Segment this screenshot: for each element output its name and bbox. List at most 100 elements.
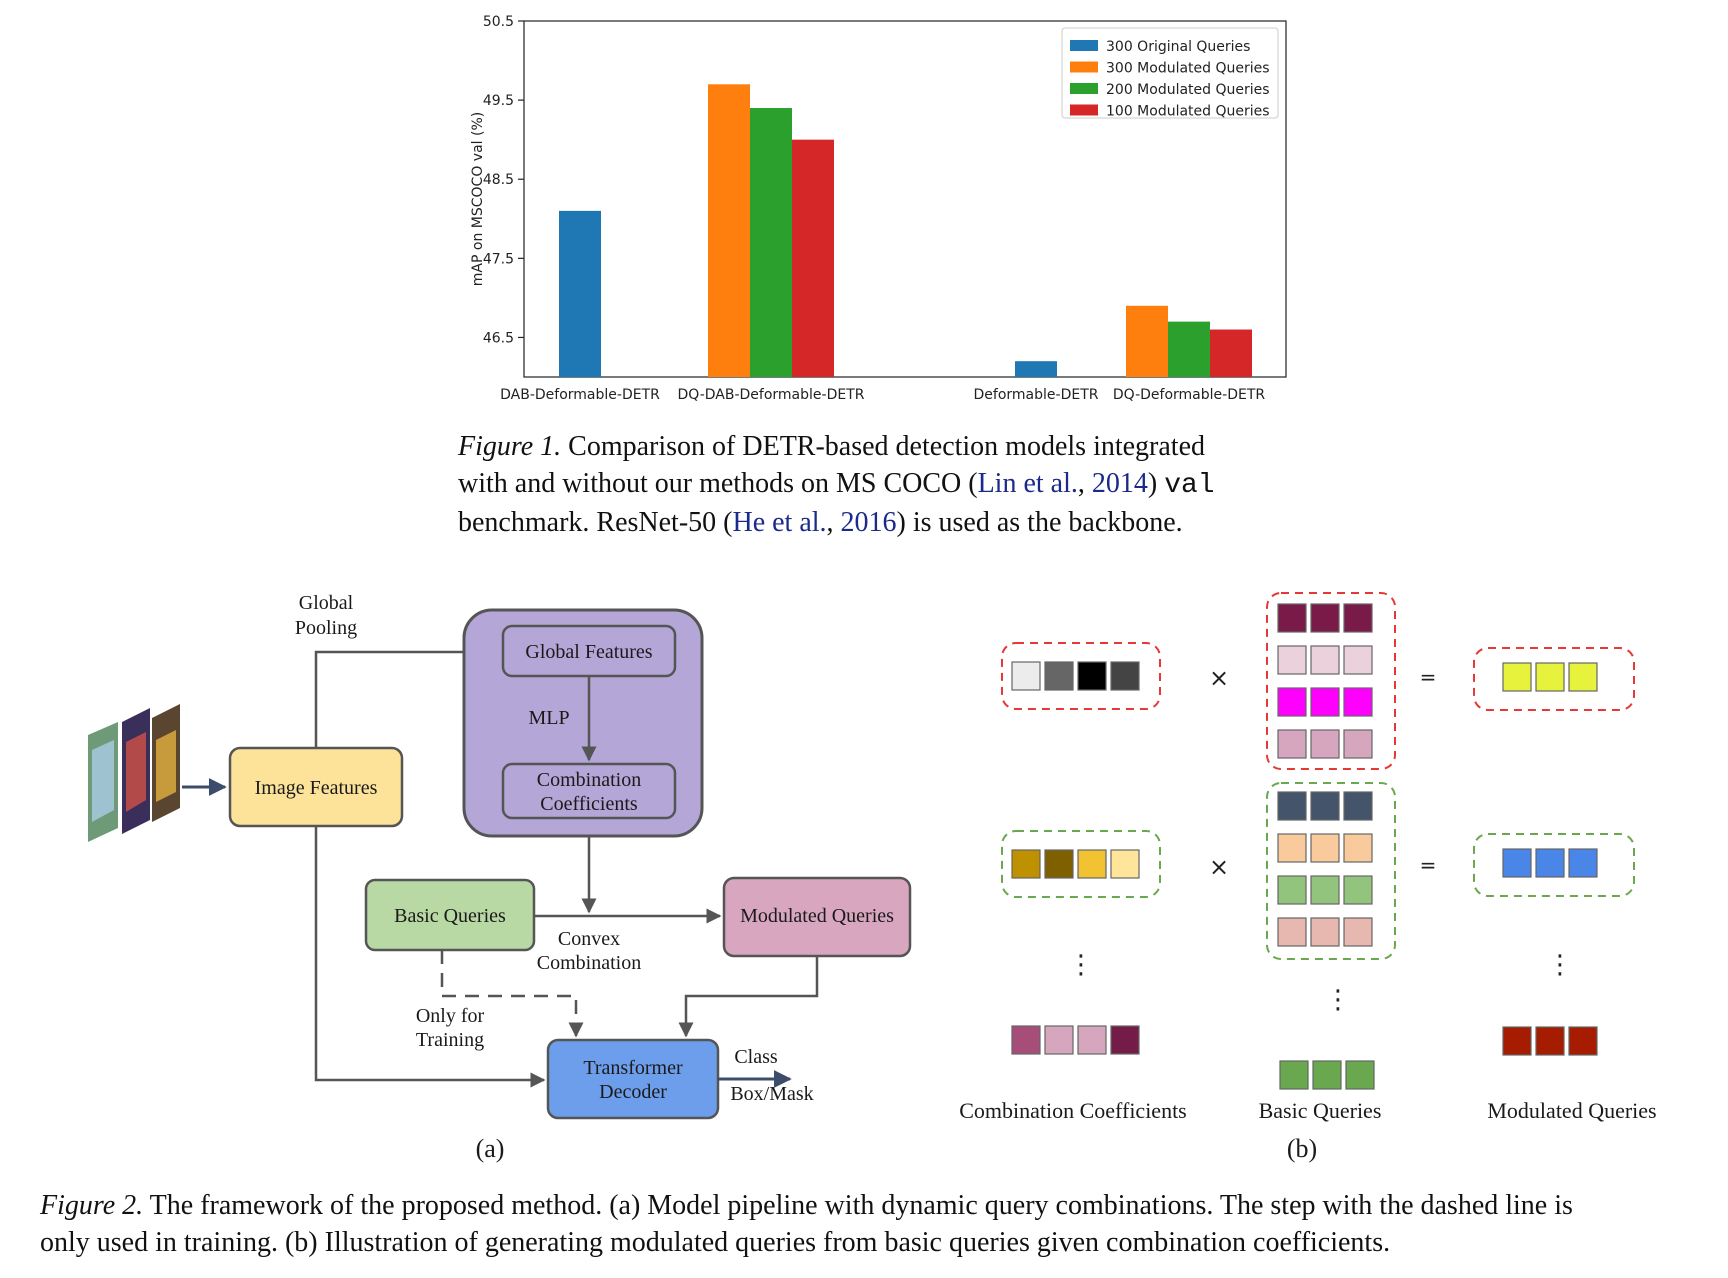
bar-100-modulated-queries [792, 139, 834, 377]
x-tick-label: DQ-Deformable-DETR [1113, 387, 1265, 403]
basic-query-cell [1277, 791, 1307, 821]
figure2-line1: The framework of the proposed method. (a… [149, 1190, 1573, 1221]
sublabel-b: (b) [1287, 1134, 1317, 1163]
bar-300-original-queries [1015, 361, 1057, 377]
combination-coefficients-label-1: Combination [537, 769, 641, 791]
class-label: Class [734, 1046, 778, 1068]
basic-query-cell [1277, 687, 1307, 717]
transformer-decoder-box [546, 1038, 720, 1120]
x-tick-label: Deformable-DETR [974, 387, 1099, 403]
legend-label: 100 Modulated Queries [1106, 104, 1270, 120]
basic-query-cell [1277, 875, 1307, 905]
citation-he[interactable]: He et al. [732, 507, 827, 538]
coefficient-cell [1011, 661, 1041, 691]
basic-query-cell [1310, 603, 1340, 633]
combination-coefficients-box [501, 762, 677, 820]
plot-frame [523, 20, 1287, 378]
y-tick-label: 46.5 [483, 330, 514, 346]
figure1-line3a: benchmark. ResNet-50 ( [458, 507, 733, 538]
vertical-dots: ⋮ [1068, 950, 1094, 980]
arrow-training-dashed [440, 950, 584, 1038]
input-images [88, 704, 180, 842]
basic-queries-group-2 [1266, 782, 1396, 960]
basic-query-cell [1277, 645, 1307, 675]
basic-query-cell [1343, 603, 1373, 633]
y-tick-label: 49.5 [483, 93, 514, 109]
legend [1061, 27, 1279, 119]
coefficient-cell [1110, 1025, 1140, 1055]
x-tick-label: DAB-Deformable-DETR [500, 387, 660, 403]
basic-query-cell [1343, 833, 1373, 863]
modulated-query-cell [1535, 1026, 1565, 1056]
box-mask-label: Box/Mask [730, 1083, 813, 1105]
basic-query-cell [1345, 1060, 1375, 1090]
legend-label: 300 Modulated Queries [1106, 61, 1270, 77]
combination-coefficients-label-2: Coefficients [540, 793, 638, 815]
basic-query-cell [1310, 791, 1340, 821]
legend-swatch [1070, 83, 1098, 94]
equals-symbol: = [1420, 665, 1437, 689]
figure1-caption: Figure 1. Comparison of DETR-based detec… [458, 428, 1278, 541]
global-pooling-label-2: Pooling [295, 617, 357, 639]
basic-query-cell [1277, 917, 1307, 947]
basic-query-cell [1310, 729, 1340, 759]
modulated-queries-label: Modulated Queries [740, 905, 894, 927]
image-features-label: Image Features [255, 777, 378, 799]
citation-sep: , [1077, 468, 1092, 499]
y-tick-label: 47.5 [483, 251, 514, 267]
basic-query-cell [1279, 1060, 1309, 1090]
times-symbol: × [1209, 664, 1229, 692]
bar-300-original-queries [559, 210, 601, 377]
modulation-illustration: × = × = ⋮ ⋮ ⋮ Combination Coefficients Basic Q… [959, 592, 1657, 1163]
result-box-1 [1473, 647, 1635, 711]
convex-label-2: Combination [537, 952, 641, 974]
figure2-line2: only used in training. (b) Illustration … [40, 1227, 1391, 1258]
equals-symbol: = [1420, 853, 1437, 877]
basic-query-cell [1277, 603, 1307, 633]
citation-lin-year[interactable]: 2014 [1091, 468, 1148, 499]
citation-sep: , [826, 507, 841, 538]
coefficient-cell [1044, 1025, 1074, 1055]
mlp-label: MLP [528, 707, 569, 729]
figure1-line2b: ) [1147, 468, 1165, 499]
basic-query-cell [1343, 687, 1373, 717]
basic-queries-caption: Basic Queries [1259, 1098, 1382, 1123]
modulated-query-cell [1568, 662, 1598, 692]
coefficient-cell [1044, 849, 1074, 879]
coefficient-cell [1044, 661, 1074, 691]
legend-label: 200 Modulated Queries [1106, 82, 1270, 98]
coefficient-cell [1110, 849, 1140, 879]
citation-lin[interactable]: Lin et al. [977, 468, 1078, 499]
vertical-dots: ⋮ [1325, 985, 1351, 1015]
coefficients-box-1 [1001, 642, 1161, 710]
global-features-label: Global Features [525, 641, 652, 663]
coefficient-cell [1011, 849, 1041, 879]
basic-query-cell [1343, 645, 1373, 675]
sublabel-a: (a) [476, 1134, 505, 1163]
basic-query-cell [1343, 917, 1373, 947]
combination-coefficients-caption: Combination Coefficients [959, 1098, 1187, 1123]
modulated-query-cell [1502, 662, 1532, 692]
citation-he-year[interactable]: 2016 [840, 507, 897, 538]
modulated-query-cell [1535, 662, 1565, 692]
coefficient-cell [1110, 661, 1140, 691]
basic-query-cell [1343, 875, 1373, 905]
basic-query-cell [1277, 833, 1307, 863]
legend-label: 300 Original Queries [1106, 39, 1250, 55]
figure1-line2a: with and without our methods on MS COCO … [458, 468, 978, 499]
only-for-label-1: Only for [416, 1005, 485, 1027]
bar-300-modulated-queries [708, 84, 750, 378]
figure1-line1: Comparison of DETR-based detection model… [568, 431, 1206, 462]
legend-swatch [1070, 104, 1098, 116]
figure1-line3b: ) is used as the backbone. [896, 507, 1183, 538]
result-box-2 [1473, 833, 1635, 897]
coefficient-cell [1077, 1025, 1107, 1055]
modulated-query-cell [1568, 1026, 1598, 1056]
global-pooling-label-1: Global [299, 592, 354, 614]
bar-chart: 46.5 47.5 48.5 49.5 50.5 mAP on MSCOCO val (%… [470, 14, 1287, 403]
y-axis-label: mAP on MSCOCO val (%) [470, 112, 486, 286]
basic-queries-label: Basic Queries [394, 905, 506, 927]
only-for-label-2: Training [416, 1029, 484, 1051]
basic-query-cell [1310, 645, 1340, 675]
figure2-caption: Figure 2. The framework of the proposed … [40, 1187, 1720, 1261]
